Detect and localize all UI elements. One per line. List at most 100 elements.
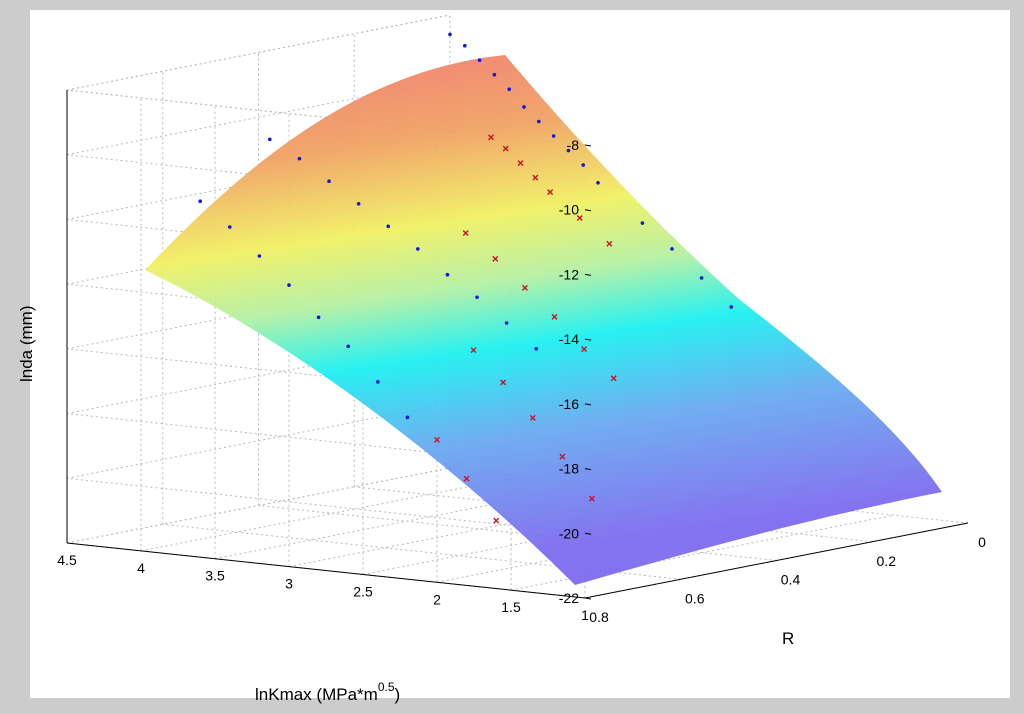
grid-line: [66, 477, 586, 534]
blue-dot-marker: [670, 247, 674, 251]
z-tick-label: -22: [559, 590, 579, 606]
x-tick-label: 3.5: [205, 568, 225, 584]
z-tick-labels: -8 -10 -12 -14 -16 -18 -20 -22: [559, 137, 592, 606]
blue-dot-marker: [507, 87, 512, 92]
red-cross-marker: [547, 189, 554, 196]
x-tick-labels: 4.5 4 3.5 3 2.5 2 1.5 1: [57, 552, 589, 623]
red-cross-marker: [588, 495, 595, 502]
z-tick-label: -16: [559, 396, 579, 412]
blue-dot-marker: [566, 148, 571, 153]
grid-line: [66, 14, 451, 91]
red-cross-marker: [487, 134, 494, 141]
z-tick-mark: [584, 209, 592, 212]
blue-dot-marker: [316, 315, 321, 320]
x-tick-label: 2: [433, 591, 441, 607]
y-axis-label: R: [782, 629, 794, 648]
z-tick-label: -10: [559, 202, 579, 218]
x-axis-label-main: lnKmax (MPa*m: [255, 685, 378, 704]
blue-dot-marker: [257, 254, 262, 258]
blue-dot-marker: [386, 224, 391, 229]
x-tick-label: 2.5: [353, 583, 373, 599]
x-tick-label: 1: [581, 607, 589, 623]
blue-dot-marker: [640, 221, 645, 225]
red-cross-marker: [576, 214, 583, 221]
blue-dot-marker: [699, 276, 704, 280]
blue-dot-marker: [287, 283, 291, 287]
x-tick-label: 4.5: [57, 552, 77, 568]
z-tick-mark: [584, 144, 592, 147]
red-cross-marker: [470, 347, 477, 354]
blue-dot-marker: [463, 43, 467, 48]
x-axis-line: [66, 542, 586, 599]
blue-dot-marker: [445, 272, 450, 277]
blue-dot-marker: [522, 105, 526, 109]
z-tick-label: -8: [567, 137, 580, 153]
x-axis-label-sup: 0.5: [378, 680, 395, 694]
x-axis-label: lnKmax (MPa*m0.5): [255, 680, 400, 704]
y-tick-label: 0.6: [685, 590, 705, 606]
y-tick-label: 0.8: [589, 609, 609, 625]
data-markers: [198, 32, 733, 524]
red-cross-marker: [493, 517, 500, 524]
z-tick-label: -14: [559, 331, 579, 347]
x-tick-label: 3: [285, 576, 293, 592]
blue-dot-marker: [297, 156, 302, 161]
blue-dot-marker: [228, 225, 232, 229]
y-axis-line: [584, 522, 969, 599]
red-cross-marker: [500, 379, 507, 386]
z-tick-mark: [584, 273, 592, 276]
blue-dot-marker: [448, 32, 452, 37]
blue-dot-marker: [416, 247, 420, 251]
red-cross-marker: [606, 240, 613, 247]
red-cross-marker: [551, 313, 558, 320]
red-cross-marker: [434, 436, 440, 443]
x-tick-label: 4: [137, 560, 145, 576]
blue-dot-marker: [198, 199, 202, 204]
z-tick-mark: [584, 597, 592, 600]
blue-dot-marker: [346, 344, 351, 349]
blue-dot-marker: [268, 137, 272, 142]
blue-dot-marker: [581, 163, 585, 167]
blue-dot-marker: [376, 380, 380, 384]
z-tick-label: -12: [559, 266, 579, 282]
red-cross-marker: [581, 346, 588, 353]
z-tick-mark: [584, 403, 592, 406]
red-cross-marker: [463, 475, 470, 482]
axis-frame: [66, 90, 969, 599]
blue-dot-marker: [492, 72, 497, 77]
z-axis-label: lnda (mm): [17, 305, 36, 382]
z-tick-mark: [584, 468, 592, 471]
red-cross-marker: [517, 160, 524, 167]
blue-dot-marker: [729, 305, 733, 309]
blue-dot-marker: [596, 180, 600, 185]
red-cross-marker: [559, 453, 566, 460]
fitted-surface: [145, 55, 942, 585]
blue-dot-marker: [356, 201, 361, 206]
z-tick-mark: [584, 532, 592, 535]
z-tick-label: -20: [559, 525, 579, 541]
x-axis-label-close: ): [395, 685, 401, 704]
x-tick-label: 1.5: [501, 599, 521, 615]
y-tick-labels: 0.8 0.6 0.4 0.2 0: [589, 534, 986, 625]
blue-dot-marker: [405, 415, 410, 420]
red-cross-marker: [529, 414, 536, 421]
red-cross-marker: [492, 255, 499, 262]
y-tick-label: 0.4: [781, 572, 801, 588]
blue-dot-marker: [504, 321, 509, 325]
red-cross-marker: [521, 284, 528, 291]
blue-dot-marker: [551, 134, 556, 138]
blue-dot-marker: [475, 295, 479, 300]
y-tick-label: 0.2: [877, 553, 897, 569]
z-tick-label: -18: [559, 461, 579, 477]
z-tick-mark: [584, 338, 592, 341]
blue-dot-marker: [327, 179, 331, 184]
red-cross-marker: [532, 174, 539, 181]
red-cross-marker: [502, 145, 509, 152]
y-tick-label: 0: [978, 534, 986, 550]
blue-dot-marker: [477, 58, 482, 63]
red-cross-marker: [462, 230, 469, 237]
red-cross-marker: [610, 375, 617, 382]
blue-dot-marker: [537, 119, 541, 124]
blue-dot-marker: [534, 347, 539, 351]
